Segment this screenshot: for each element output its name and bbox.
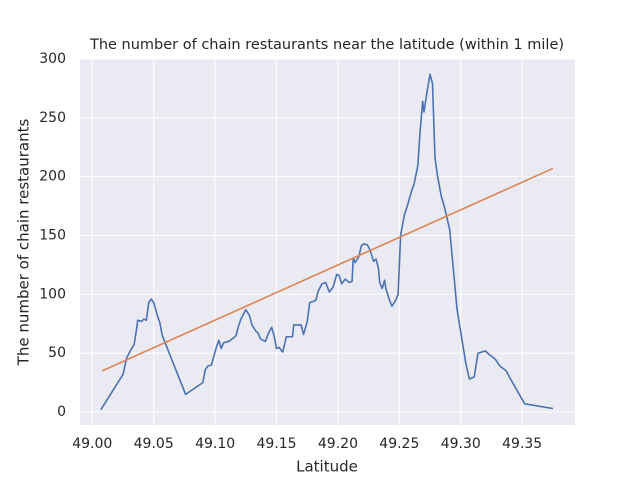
x-tick-label: 49.05 [134, 436, 174, 452]
x-tick-label: 49.10 [195, 436, 235, 452]
y-tick-label: 200 [39, 169, 66, 185]
line [100, 73, 554, 411]
y-tick-label: 150 [39, 228, 66, 244]
plot-area [80, 59, 575, 425]
y-axis-label: The number of chain restaurants [15, 119, 33, 367]
y-tick-label: 250 [39, 110, 66, 126]
x-tick-label: 49.25 [379, 436, 419, 452]
y-tick-label: 0 [57, 404, 66, 420]
x-tick-label: 49.15 [256, 436, 296, 452]
y-tick-label: 100 [39, 286, 66, 302]
x-tick-label: 49.35 [502, 436, 542, 452]
y-tick-label: 300 [39, 51, 66, 67]
chart-title: The number of chain restaurants near the… [89, 37, 564, 53]
grid [80, 58, 575, 425]
x-tick-label: 49.20 [318, 436, 358, 452]
marks [100, 73, 554, 411]
x-tick-label: 49.00 [72, 436, 112, 452]
line [101, 167, 554, 372]
y-tick-label: 50 [48, 345, 66, 361]
x-tick-label: 49.30 [441, 436, 481, 452]
x-axis-label: Latitude [296, 458, 358, 476]
